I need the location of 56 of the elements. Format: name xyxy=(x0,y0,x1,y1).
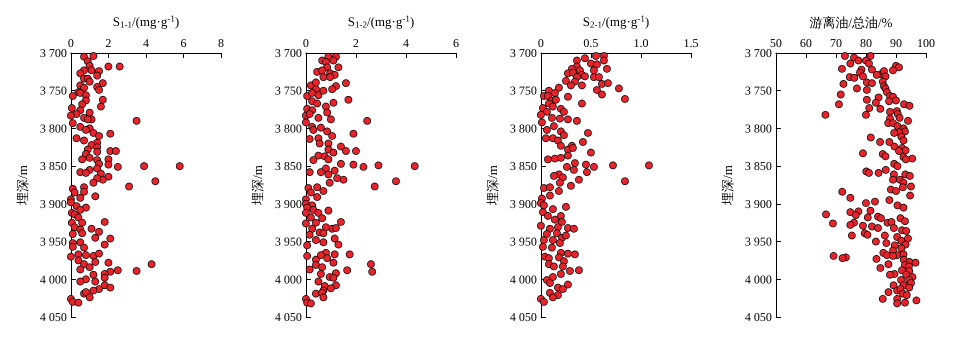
y-tick-label: 3 950 xyxy=(40,234,67,249)
y-tick-label: 3 700 xyxy=(40,46,67,60)
x-tick-label: 2 xyxy=(352,36,359,50)
y-tick-label: 3 800 xyxy=(40,121,67,136)
y-tick-label: 3 850 xyxy=(40,159,67,174)
y-axis-title: 埋深/m xyxy=(250,165,265,206)
y-tick-label: 3 750 xyxy=(744,84,772,98)
y-tick-label: 3 950 xyxy=(510,234,537,249)
x-axis-title: 游离油/总油/% xyxy=(809,15,893,30)
x-tick-label: 100 xyxy=(917,36,935,50)
x-tick-label: 1.0 xyxy=(633,36,648,50)
x-tick-label: 70 xyxy=(830,36,842,50)
x-tick-label: 0.5 xyxy=(583,36,598,50)
y-tick-label: 3 750 xyxy=(510,84,537,98)
x-tick-label: 50 xyxy=(770,36,782,50)
y-axis-title: 埋深/m xyxy=(720,165,735,206)
x-tick-label: 0 xyxy=(302,36,309,50)
y-tick-label: 4 000 xyxy=(510,272,537,286)
y-tick-label: 3 850 xyxy=(744,159,772,174)
x-tick-label: 1.5 xyxy=(684,36,698,50)
y-axis-title: 埋深/m xyxy=(15,165,30,206)
y-tick-label: 3 850 xyxy=(274,159,302,174)
x-tick-label: 80 xyxy=(860,36,872,50)
y-tick-label: 3 900 xyxy=(40,196,67,211)
y-tick-label: 3 900 xyxy=(274,196,302,211)
x-tick-label: 8 xyxy=(218,36,224,50)
y-tick-label: 3 800 xyxy=(744,121,772,136)
y-tick-label: 3 800 xyxy=(510,121,537,136)
y-tick-label: 4 000 xyxy=(744,272,772,286)
y-tick-label: 4 000 xyxy=(274,272,302,286)
x-tick-label: 60 xyxy=(800,36,812,50)
y-tick-label: 3 750 xyxy=(274,84,302,98)
x-tick-label: 4 xyxy=(402,36,409,50)
x-tick-label: 0 xyxy=(68,36,74,50)
x-tick-label: 0 xyxy=(538,36,544,50)
y-tick-label: 3 950 xyxy=(274,234,302,249)
y-tick-label: 4 050 xyxy=(40,310,67,324)
y-tick-label: 4 050 xyxy=(510,310,537,324)
y-tick-label: 3 900 xyxy=(510,196,537,211)
y-tick-label: 3 800 xyxy=(274,121,302,136)
y-tick-label: 4 050 xyxy=(744,310,772,324)
x-tick-label: 6 xyxy=(180,36,186,50)
x-tick-label: 6 xyxy=(453,36,459,50)
y-tick-label: 3 750 xyxy=(40,84,67,98)
y-tick-label: 3 700 xyxy=(510,46,537,60)
y-tick-label: 3 900 xyxy=(744,196,772,211)
y-tick-label: 3 700 xyxy=(274,46,302,60)
y-tick-label: 3 950 xyxy=(744,234,772,249)
y-tick-label: 3 850 xyxy=(510,159,537,174)
y-axis-title: 埋深/m xyxy=(485,165,500,206)
y-tick-label: 3 700 xyxy=(744,46,772,60)
y-tick-label: 4 050 xyxy=(274,310,302,324)
y-tick-label: 4 000 xyxy=(40,272,67,286)
x-tick-label: 2 xyxy=(105,36,112,50)
x-tick-label: 90 xyxy=(890,36,902,50)
x-tick-label: 4 xyxy=(142,36,149,50)
